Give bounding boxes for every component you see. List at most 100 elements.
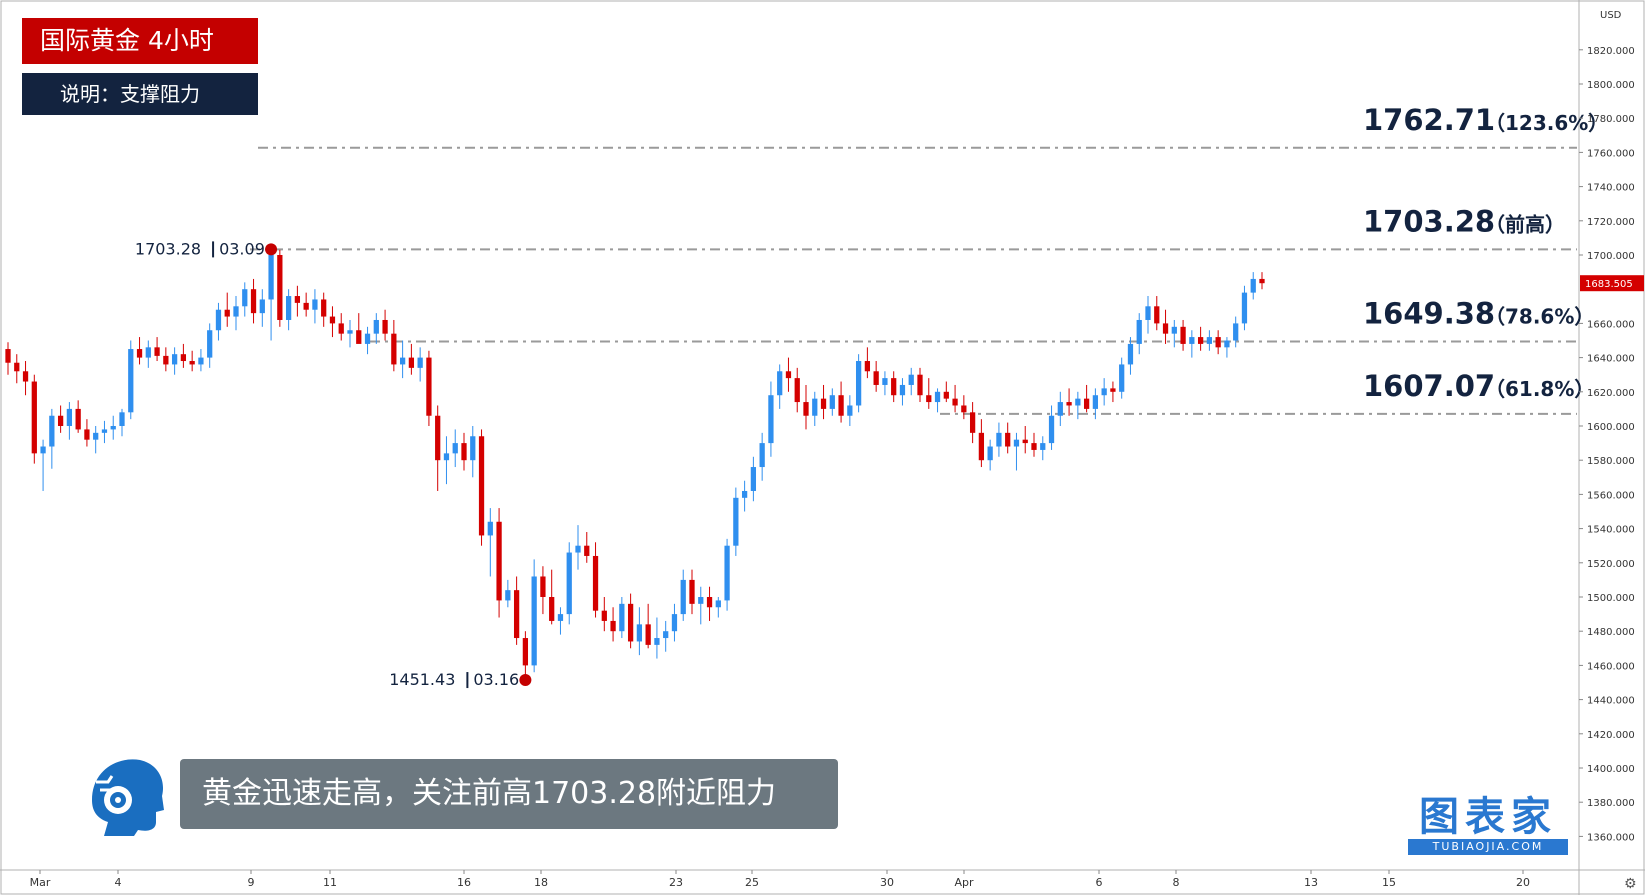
candle-body: [768, 395, 774, 444]
candle-body: [961, 405, 967, 413]
extreme-markers: 1703.28 03.09 1451.43 03.16: [135, 239, 532, 689]
candle-body: [1215, 337, 1221, 348]
y-tick-label: 1780.000: [1587, 114, 1635, 125]
candle-body: [864, 361, 871, 372]
candle-body: [1005, 432, 1011, 447]
candle-body: [1066, 402, 1072, 406]
level-label: 1607.07: [1363, 369, 1495, 403]
candle-body: [847, 405, 853, 416]
candle-body: [198, 357, 204, 365]
candle-body: [1233, 323, 1239, 341]
candle-body: [566, 552, 572, 615]
level-label: 1762.71: [1363, 103, 1495, 137]
candle-body: [461, 443, 467, 461]
brand-logo: 图表家 TUBIAOJIA.COM: [1408, 795, 1568, 855]
candle-body: [101, 429, 108, 433]
candle-body: [5, 349, 11, 363]
candle-body: [1224, 340, 1230, 348]
candle-body: [242, 289, 248, 307]
candle-body: [899, 384, 906, 396]
extreme-date-label: 03.09: [219, 239, 265, 258]
x-tick-label: Apr: [954, 876, 974, 889]
candle-body: [154, 347, 160, 356]
candle-body: [531, 576, 537, 666]
candle-body: [1162, 323, 1169, 334]
candle-body: [759, 443, 765, 468]
candle-body: [285, 296, 292, 320]
candle-body: [715, 600, 721, 608]
candle-body: [417, 357, 423, 368]
candle-body: [268, 255, 274, 300]
last-price-label: 1683.505: [1585, 279, 1633, 290]
x-tick-label: 23: [669, 876, 683, 889]
candle-body: [829, 395, 835, 409]
level-tag: （前高）: [1485, 212, 1565, 236]
chart-note: 说明：支撑阻力: [22, 73, 258, 115]
candle-body: [303, 302, 309, 310]
y-tick-label: 1520.000: [1587, 559, 1635, 570]
candle-body: [636, 624, 643, 642]
candle-body: [1250, 278, 1256, 293]
y-tick-label: 1460.000: [1587, 661, 1635, 672]
candle-body: [891, 378, 897, 396]
candle-body: [592, 555, 599, 611]
extreme-point-marker: [265, 243, 278, 256]
candle-body: [1057, 402, 1063, 416]
candle-body: [435, 415, 441, 461]
candle-body: [1101, 388, 1107, 396]
candle-body: [952, 398, 958, 406]
candle-body: [777, 371, 783, 396]
candle-body: [987, 446, 993, 461]
candle-body: [1127, 343, 1134, 365]
candle-body: [75, 408, 81, 430]
y-tick-label: 1500.000: [1587, 593, 1635, 604]
x-tick-label: 20: [1516, 876, 1530, 889]
candle-body: [180, 354, 187, 362]
y-tick-label: 1480.000: [1587, 627, 1635, 638]
level-tag: （123.6%）: [1485, 111, 1608, 135]
candle-body: [329, 316, 336, 324]
x-tick-label: 16: [457, 876, 471, 889]
candle-body: [645, 624, 651, 645]
candle-body: [207, 330, 213, 358]
candle-body: [671, 614, 678, 632]
candle-body: [487, 521, 493, 536]
candle-body: [110, 426, 116, 430]
level-label: 1703.28: [1363, 204, 1495, 238]
candle-body: [443, 453, 450, 461]
y-tick-label: 1380.000: [1587, 798, 1635, 809]
candle-body: [163, 355, 169, 365]
candle-body: [478, 436, 485, 536]
candles: [5, 249, 1265, 681]
y-tick-label: 1400.000: [1587, 764, 1635, 775]
candle-body: [31, 381, 37, 454]
candle-body: [171, 354, 178, 365]
y-tick-label: 1660.000: [1587, 319, 1635, 330]
candle-body: [619, 603, 625, 632]
candle-body: [1022, 439, 1028, 444]
x-tick-label: 11: [323, 876, 337, 889]
candle-body: [698, 597, 704, 604]
candle-body: [505, 590, 511, 601]
candle-body: [250, 289, 257, 314]
candle-body: [426, 357, 432, 416]
axes: 1820.000 1800.000 1780.000 1760.000 1740.000…: [30, 10, 1644, 892]
robot-head-icon: [92, 759, 164, 836]
candle-body: [338, 323, 344, 334]
candle-body: [1206, 337, 1213, 344]
candle-body: [84, 429, 90, 440]
y-tick-label: 1580.000: [1587, 456, 1635, 467]
candle-body: [364, 333, 371, 344]
candle-body: [996, 432, 1002, 447]
candle-body: [680, 579, 686, 615]
y-tick-label: 1820.000: [1587, 46, 1635, 57]
chart-title: 国际黄金 4小时: [22, 18, 258, 64]
candle-body: [189, 361, 195, 365]
candle-body: [540, 576, 546, 597]
candle-body: [49, 415, 55, 447]
extreme-price-label: 1451.43: [389, 670, 455, 689]
candle-body: [803, 402, 809, 416]
x-tick-label: 25: [745, 876, 759, 889]
candle-body: [706, 597, 713, 608]
